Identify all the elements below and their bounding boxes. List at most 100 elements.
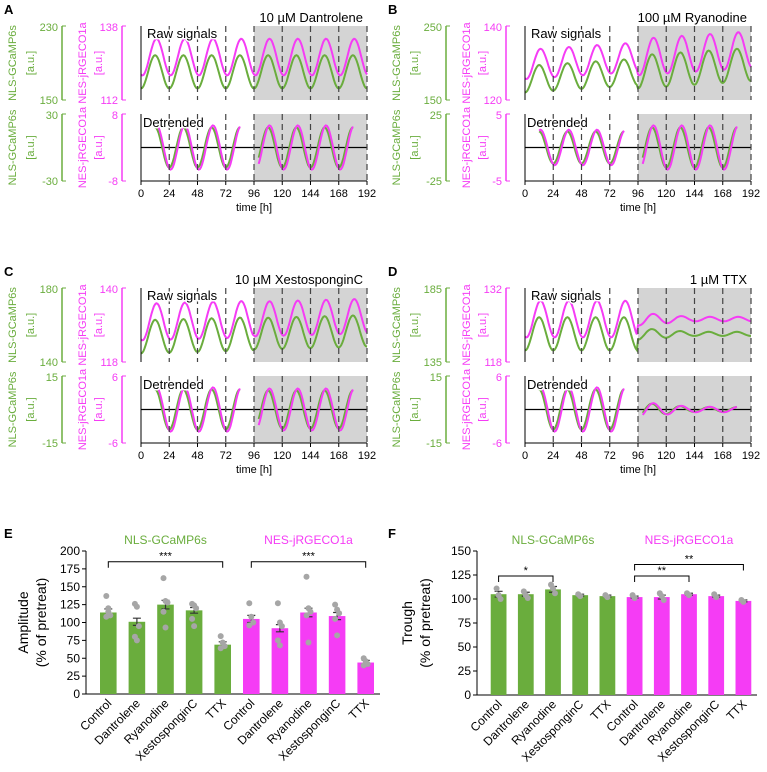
detrended-label: Detrended xyxy=(527,115,588,130)
significance-bracket xyxy=(107,561,224,568)
x-tick-label: 120 xyxy=(273,188,291,200)
data-point xyxy=(246,600,253,607)
data-point xyxy=(278,623,285,630)
magenta-y-max-label: 6 xyxy=(112,372,118,384)
magenta-y-unit: [a.u.] xyxy=(93,397,105,421)
x-tick-label: 0 xyxy=(522,188,528,200)
significance-bracket xyxy=(498,575,554,582)
green-y-unit: [a.u.] xyxy=(25,135,37,159)
x-tick-label: 48 xyxy=(575,188,587,200)
x-tick-label: 48 xyxy=(191,450,203,462)
data-point xyxy=(191,623,198,630)
bar-NES-jRGECO1a-TTX xyxy=(735,600,752,695)
magenta-y-min-label: -5 xyxy=(492,176,502,188)
magenta-trace-raw xyxy=(524,299,752,339)
bar-NES-jRGECO1a-Ryanodine xyxy=(300,612,317,694)
x-tick-label: 168 xyxy=(330,188,348,200)
y-tick-label: 100 xyxy=(451,592,471,606)
data-point xyxy=(217,633,224,640)
green-y-axis-title: NLS-GCaMP6s xyxy=(391,109,403,185)
bar-NLS-GCaMP6s-TTX xyxy=(214,644,231,694)
data-point xyxy=(497,596,504,602)
magenta-y-unit: [a.u.] xyxy=(477,313,489,337)
x-tick-label: 192 xyxy=(742,450,760,462)
green-y-min-label: -30 xyxy=(42,176,58,188)
x-tick-label: 144 xyxy=(301,450,319,462)
group-title: NES-jRGECO1a xyxy=(264,533,353,547)
x-tick-label: 24 xyxy=(163,450,175,462)
magenta-y-min-label: -6 xyxy=(108,438,118,450)
panel-letter: B xyxy=(388,2,397,17)
magenta-y-max-label: 5 xyxy=(496,110,502,122)
magenta-y-axis-title: NES-jRGECO1a xyxy=(77,21,89,103)
green-y-axis-title: NLS-GCaMP6s xyxy=(7,25,19,101)
y-tick-label: 25 xyxy=(458,664,472,678)
panel-letter: A xyxy=(4,2,14,17)
magenta-y-max-label: 8 xyxy=(112,110,118,122)
x-tick-label: 144 xyxy=(685,188,703,200)
magenta-trace-raw xyxy=(140,298,368,342)
data-point xyxy=(276,642,283,649)
data-point xyxy=(336,610,343,617)
category-label: TTX xyxy=(346,696,372,722)
data-point xyxy=(135,623,142,630)
magenta-trace-detrended xyxy=(641,124,738,171)
magenta-trace-raw xyxy=(140,37,368,77)
treatment-label: 10 µM XestosponginC xyxy=(235,272,363,287)
magenta-y-max-label: 6 xyxy=(496,372,502,384)
green-y-unit: [a.u.] xyxy=(25,397,37,421)
green-y-min-label: -25 xyxy=(426,176,442,188)
data-point xyxy=(164,599,171,606)
data-point xyxy=(189,615,196,622)
y-axis-subtitle: (% of pretreat) xyxy=(417,578,433,667)
data-point xyxy=(332,615,339,622)
green-y-max-label: 25 xyxy=(430,110,442,122)
x-axis-title: time [h] xyxy=(236,202,272,214)
x-tick-label: 96 xyxy=(632,450,644,462)
magenta-trace-detrended xyxy=(257,124,354,171)
x-tick-label: 120 xyxy=(657,450,675,462)
x-tick-label: 0 xyxy=(522,450,528,462)
x-tick-label: 0 xyxy=(138,450,144,462)
data-point xyxy=(105,605,112,612)
data-point xyxy=(303,612,310,619)
green-y-min-label: -15 xyxy=(42,438,58,450)
magenta-trace-raw xyxy=(524,31,752,81)
green-y-max-label: 30 xyxy=(46,110,58,122)
y-tick-label: 150 xyxy=(60,580,80,594)
y-axis-title: Trough xyxy=(399,601,415,645)
green-y-unit: [a.u.] xyxy=(409,51,421,75)
data-point xyxy=(160,608,167,615)
x-tick-label: 24 xyxy=(547,188,559,200)
significance-label: ** xyxy=(658,565,667,577)
detrended-label: Detrended xyxy=(143,377,204,392)
bar-NLS-GCaMP6s-Control xyxy=(490,594,507,695)
x-tick-label: 96 xyxy=(248,188,260,200)
magenta-y-axis-title: NES-jRGECO1a xyxy=(461,106,473,188)
data-point xyxy=(334,632,341,639)
magenta-y-max-label: 138 xyxy=(100,22,118,34)
magenta-y-axis-title: NES-jRGECO1a xyxy=(461,21,473,103)
magenta-y-axis-title: NES-jRGECO1a xyxy=(77,368,89,450)
bar-NES-jRGECO1a-Control xyxy=(243,618,260,694)
data-point xyxy=(307,608,314,615)
y-tick-label: 50 xyxy=(67,651,81,665)
green-y-axis-title: NLS-GCaMP6s xyxy=(391,371,403,447)
significance-bracket xyxy=(250,561,367,568)
data-point xyxy=(552,590,558,597)
data-point xyxy=(133,637,140,644)
magenta-trace-detrended xyxy=(257,387,354,432)
y-tick-label: 175 xyxy=(60,562,80,576)
raw-signals-label: Raw signals xyxy=(531,288,602,303)
bar-NES-jRGECO1a-Dantrolene xyxy=(653,597,670,695)
panel-letter: C xyxy=(4,264,14,279)
raw-signals-label: Raw signals xyxy=(531,26,602,41)
data-point xyxy=(162,624,169,631)
data-point xyxy=(631,595,638,602)
bar-NLS-GCaMP6s-XestosponginC xyxy=(572,595,589,695)
x-tick-label: 192 xyxy=(742,188,760,200)
detrended-label: Detrended xyxy=(527,377,588,392)
data-point xyxy=(360,662,367,669)
bar-NES-jRGECO1a-TTX xyxy=(357,662,374,694)
